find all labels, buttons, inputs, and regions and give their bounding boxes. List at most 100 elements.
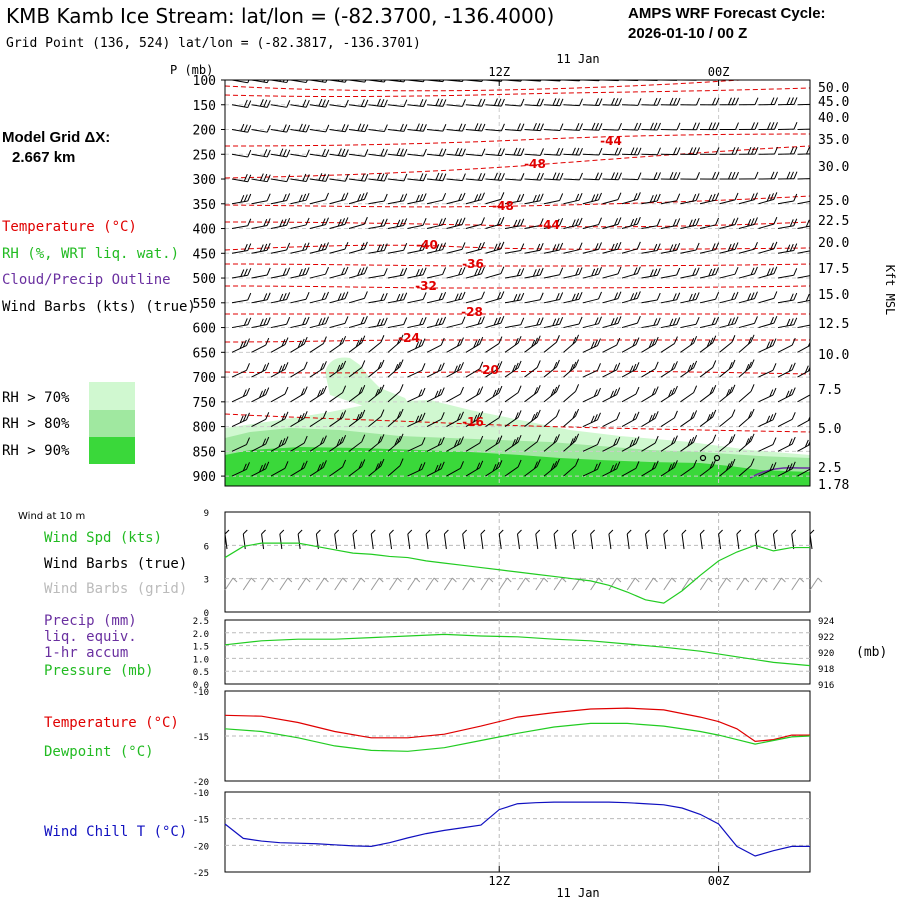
wind-barb [309, 291, 329, 304]
wind-barb-flag [434, 464, 439, 473]
wind-barb-flag [477, 123, 482, 131]
barb-grid [370, 577, 380, 591]
wind-barb [231, 292, 252, 304]
wind-barb-staff [758, 297, 775, 304]
wind-barb-flag [458, 267, 463, 276]
wind-barb-staff [251, 344, 266, 353]
wind-barb-flag [286, 218, 291, 226]
rh-area-70-aloft [325, 357, 410, 408]
wind-barb-staff [621, 467, 637, 477]
wind-barb [465, 361, 484, 378]
wind-barb [660, 97, 681, 106]
wind-barb-staff [543, 341, 557, 353]
wind-barb [485, 241, 505, 254]
wind-barb-flag [442, 123, 447, 132]
wind-barb-flag [555, 317, 560, 326]
wind-barb [660, 435, 678, 452]
wind-barb-staff [504, 104, 521, 107]
wind-barb-flag [240, 195, 245, 203]
wind-barb-staff [719, 341, 733, 353]
wind-barb-flag [419, 193, 424, 202]
wind-barb [563, 267, 583, 279]
temperature-label: Temperature (°C) [44, 715, 179, 731]
wind-barb-staff [446, 344, 461, 353]
wind-barb [621, 291, 641, 304]
wind-barb-flag [676, 267, 681, 276]
wind-barb-flag [594, 193, 599, 201]
barb-grid-flag [598, 577, 603, 583]
wind-barb [699, 267, 720, 279]
barb-true-flag [444, 529, 449, 535]
wind-barb-flag [555, 409, 560, 417]
barb-true [389, 533, 393, 550]
wind-barb-flag [676, 243, 681, 251]
barb-grid-flag [817, 577, 823, 583]
wind-barb [680, 335, 698, 353]
isotherm-label: -36 [462, 257, 484, 271]
wind-barb [602, 461, 621, 477]
wind-barb-staff [524, 153, 541, 156]
wind-barb-staff [602, 443, 617, 452]
wind-barb [582, 122, 603, 131]
wind-barb [680, 459, 698, 477]
wind-barb-flag [339, 362, 344, 371]
wind-barb [641, 411, 659, 428]
wind-barb-flag [755, 80, 756, 81]
wind-barb [777, 121, 798, 131]
wind-barb-staff [368, 129, 385, 133]
calm-marker [713, 454, 721, 462]
wind-barb-flag [654, 435, 659, 444]
wind-barb-flag [520, 123, 525, 131]
wind-barb-flag [266, 243, 271, 251]
wind-barb [485, 460, 503, 477]
wind-barb-staff [465, 223, 482, 230]
wind-barb-flag [598, 192, 602, 201]
wind-barb [621, 461, 640, 477]
wind-barb [485, 361, 503, 378]
barb-true [370, 533, 374, 550]
wind-barb-staff [621, 418, 637, 428]
wind-barb-flag [766, 341, 771, 349]
barb-true [809, 533, 813, 550]
barb-true-flag [407, 529, 413, 535]
wind-barb-flag [572, 336, 577, 345]
wind-barb [641, 122, 661, 131]
wind-barb [797, 199, 810, 205]
wind-barb-flag [673, 172, 677, 180]
wind-barb [368, 268, 388, 279]
wind-barb-flag [399, 268, 404, 276]
wind-barb-flag [383, 149, 388, 157]
wind-barb-flag [555, 335, 560, 343]
wind-barb-staff [485, 178, 502, 181]
wind-barb-flag [793, 317, 798, 325]
wind-barb-flag [318, 243, 323, 252]
wind-barb [621, 337, 640, 353]
pressure-line [224, 633, 811, 667]
barb-true [663, 533, 667, 550]
wind-barb-flag [284, 362, 289, 370]
wind-barb-flag [380, 293, 385, 301]
y-tick-label: -10 [193, 688, 209, 698]
wind-barb [504, 360, 522, 378]
barb-true [571, 533, 575, 550]
wind-barb-staff [231, 274, 248, 279]
wind-barb-flag [789, 293, 794, 301]
wind-barb [290, 386, 308, 403]
wind-barb-flag [692, 293, 697, 301]
wind-barb-flag [461, 316, 466, 324]
wind-barb-flag [321, 292, 326, 300]
wind-barb [777, 461, 796, 477]
wind-barb-flag [772, 412, 777, 421]
wind-barb-flag [715, 147, 720, 155]
wind-barb-staff [563, 249, 580, 254]
wind-barb [368, 98, 388, 108]
wind-barb-flag [438, 243, 443, 251]
wind-barb-flag [361, 385, 366, 393]
wind-barb-staff [368, 299, 385, 304]
wind-barb-staff [368, 250, 385, 254]
wind-barb-flag [341, 124, 346, 132]
barb-grid [425, 577, 435, 591]
wind-barb-flag [266, 124, 271, 133]
wind-barb-flag [498, 435, 503, 443]
wind-barb-flag [495, 462, 500, 470]
